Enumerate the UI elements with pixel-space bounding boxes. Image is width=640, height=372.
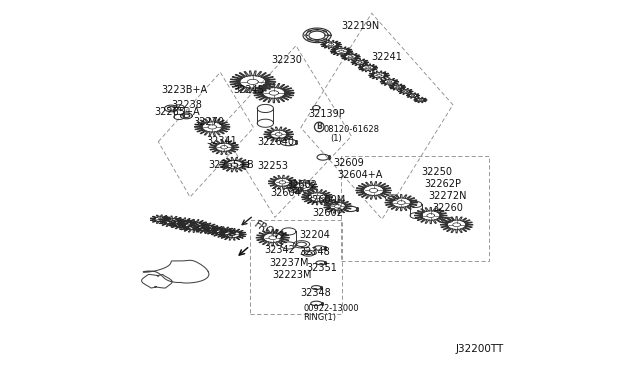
Text: (1): (1) <box>330 134 342 143</box>
Text: 32265+A: 32265+A <box>154 107 200 117</box>
Text: 32139P: 32139P <box>308 109 345 119</box>
Text: 32600M: 32600M <box>306 195 345 205</box>
Text: FRONT: FRONT <box>253 219 287 243</box>
Text: 32265+B: 32265+B <box>209 160 254 170</box>
Text: 32230: 32230 <box>271 55 302 65</box>
Text: 32609: 32609 <box>333 158 364 168</box>
Text: 32238: 32238 <box>172 100 202 110</box>
Text: 322640: 322640 <box>257 137 294 147</box>
Text: 32348: 32348 <box>301 288 332 298</box>
Text: RING(1): RING(1) <box>303 312 337 321</box>
Text: 00922-13000: 00922-13000 <box>303 304 359 313</box>
Text: 32219N: 32219N <box>341 22 380 32</box>
Text: 32241: 32241 <box>372 52 403 62</box>
Text: 32604: 32604 <box>270 187 301 198</box>
Text: 32272N: 32272N <box>428 191 467 201</box>
Text: 32223M: 32223M <box>273 270 312 280</box>
Text: 32237M: 32237M <box>269 258 308 268</box>
Text: 32245: 32245 <box>233 85 264 95</box>
Text: 32204: 32204 <box>300 230 331 240</box>
Text: 32348: 32348 <box>300 247 330 257</box>
Text: 32262P: 32262P <box>424 179 461 189</box>
Text: 32602: 32602 <box>312 208 343 218</box>
Text: 32270: 32270 <box>194 118 225 128</box>
Text: 32602: 32602 <box>286 180 317 190</box>
Text: J32200TT: J32200TT <box>456 344 504 354</box>
Text: 32351: 32351 <box>306 263 337 273</box>
Text: 32342: 32342 <box>264 244 295 254</box>
Text: 3223B+A: 3223B+A <box>161 85 207 95</box>
Text: 32604+A: 32604+A <box>338 170 383 180</box>
Text: 32341: 32341 <box>206 136 237 146</box>
Text: 08120-61628: 08120-61628 <box>324 125 380 134</box>
Text: 32260: 32260 <box>433 203 463 213</box>
Text: B: B <box>316 122 322 131</box>
Text: 32250: 32250 <box>422 167 452 177</box>
Text: 32253: 32253 <box>257 161 288 171</box>
